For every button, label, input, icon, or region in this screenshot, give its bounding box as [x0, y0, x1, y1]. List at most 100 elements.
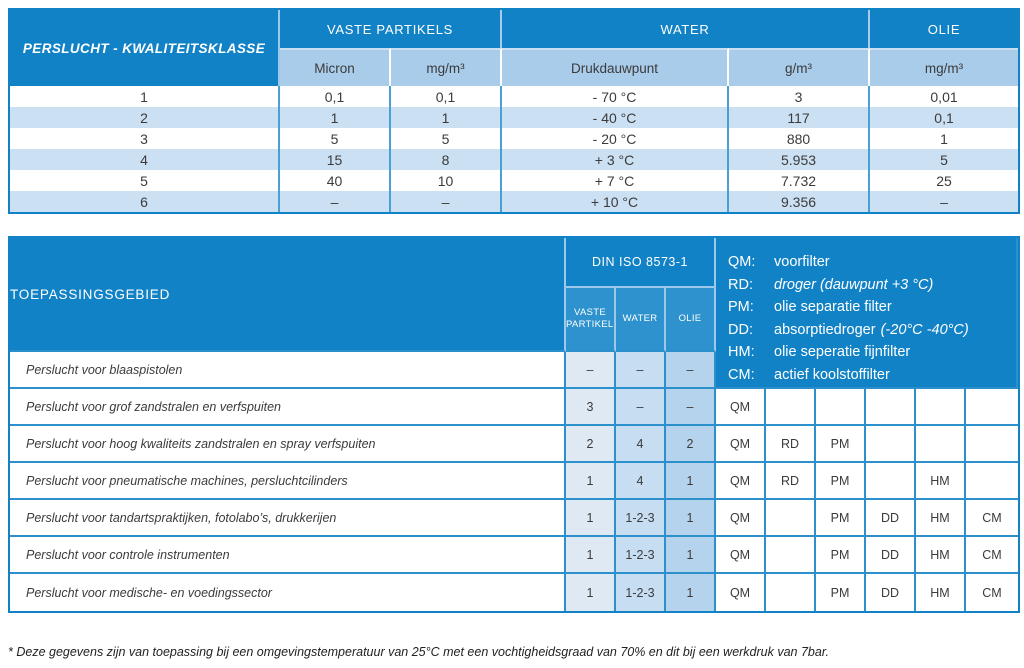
application-label: Perslucht voor tandartspraktijken, fotol…: [10, 500, 566, 537]
application-row: Perslucht voor tandartspraktijken, fotol…: [10, 500, 1019, 537]
quality-table-body: PERSLUCHT - KWALITEITSKLASSE VASTE PARTI…: [10, 10, 1019, 212]
treatment-code-cell: CM: [966, 574, 1019, 611]
footnote: * Deze gegevens zijn van toepassing bij …: [8, 645, 830, 659]
treatment-code-cell: PM: [816, 537, 867, 574]
application-row: Perslucht voor blaaspistolen – – –: [10, 352, 1018, 389]
subheader-drukdauwpunt: Drukdauwpunt: [502, 48, 730, 86]
quality-table-row: 6– – + 10 °C 9.356–: [10, 191, 1019, 212]
quality-table-cell: –: [280, 191, 391, 212]
quality-table-row: 4 15 8 + 3 °C 5.953 5: [10, 149, 1019, 170]
legend-desc: olie seperatie fijnfilter: [774, 344, 911, 360]
quality-table-cell: - 20 °C: [502, 128, 730, 149]
treatment-code-cell: QM: [716, 426, 767, 463]
legend-desc: actief koolstoffilter: [774, 366, 890, 383]
treatment-code-cell: [966, 463, 1019, 500]
quality-table-cell: - 70 °C: [502, 86, 730, 107]
legend-desc: absorptiedroger: [774, 321, 876, 338]
application-table-title: TOEPASSINGSGEBIED: [10, 238, 566, 352]
application-label: Perslucht voor blaaspistolen: [10, 352, 566, 389]
treatment-code-cell: QM: [716, 463, 767, 500]
legend-desc-detail: (-20°C -40°C): [880, 321, 969, 338]
subheader-mg-m3-particles: mg/m³: [391, 48, 503, 86]
din-class-cell: –: [616, 389, 666, 426]
group-header-water: WATER: [502, 10, 871, 48]
quality-table-cell: 117: [729, 107, 871, 128]
din-class-cell: 1: [666, 574, 717, 611]
application-label: Perslucht voor medische- en voedingssect…: [10, 574, 566, 611]
application-table-body: TOEPASSINGSGEBIED DIN ISO 8573-1 QM: voor…: [10, 238, 1019, 611]
din-subheader-row: VASTE PARTIKELS WATER OLIE: [10, 288, 1018, 352]
legend-item: PM: olie separatie filter: [728, 296, 1016, 319]
legend-item: HM: olie seperatie fijnfilter: [728, 341, 1016, 364]
din-class-cell: 1: [566, 574, 616, 611]
din-class-cell: –: [616, 352, 666, 389]
treatment-code-cell: QM: [716, 537, 767, 574]
quality-table-cell: 5: [391, 128, 503, 149]
treatment-code-cell: PM: [816, 463, 867, 500]
quality-table-cell: 3: [729, 86, 871, 107]
din-class-cell: 1: [666, 463, 717, 500]
quality-table-cell: 1: [391, 107, 503, 128]
treatment-code-cell: [916, 426, 967, 463]
quality-table-cell: - 40 °C: [502, 107, 730, 128]
treatment-code-cell: DD: [866, 537, 917, 574]
treatment-code-cell: CM: [966, 500, 1019, 537]
din-subheader-vaste-partikels: VASTE PARTIKELS: [566, 288, 616, 352]
legend-desc: olie separatie filter: [774, 299, 892, 315]
legend-item: CM: actief koolstoffilter: [728, 364, 1016, 387]
treatment-code-cell: PM: [816, 574, 867, 611]
application-table: TOEPASSINGSGEBIED DIN ISO 8573-1 QM: voor…: [8, 236, 1021, 613]
quality-table-cell: 1: [280, 107, 391, 128]
quality-table-cell: 0,1: [391, 86, 503, 107]
din-class-cell: 1: [666, 537, 717, 574]
application-label: Perslucht voor controle instrumenten: [10, 537, 566, 574]
treatment-code-cell: RD: [766, 426, 817, 463]
quality-table-cell: 0,1: [280, 86, 391, 107]
quality-table-cell: 5: [280, 128, 391, 149]
application-label: Perslucht voor grof zandstralen en verfs…: [10, 389, 566, 426]
treatment-code-cell: [916, 389, 967, 426]
legend-code: PM:: [728, 299, 754, 315]
din-iso-header: DIN ISO 8573-1: [566, 238, 717, 288]
quality-table-cell: 4: [10, 149, 280, 170]
application-label: Perslucht voor pneumatische machines, pe…: [10, 463, 566, 500]
quality-table-cell: 3: [10, 128, 280, 149]
quality-table-cell: 10: [391, 170, 503, 191]
din-class-cell: 3: [566, 389, 616, 426]
treatment-code-cell: [766, 537, 817, 574]
din-class-cell: 1: [566, 463, 616, 500]
treatment-code-cell: [766, 500, 817, 537]
din-class-cell: 1: [566, 537, 616, 574]
application-header-row: TOEPASSINGSGEBIED DIN ISO 8573-1 QM: voor…: [10, 238, 1019, 389]
quality-table-cell: 1: [870, 128, 1019, 149]
quality-table-cell: 0,1: [870, 107, 1019, 128]
quality-table-cell: 6: [10, 191, 280, 212]
quality-table-cell: 5: [10, 170, 280, 191]
treatment-code-cell: [866, 463, 917, 500]
din-class-cell: 4: [616, 463, 666, 500]
treatment-code-cell: HM: [916, 574, 967, 611]
quality-subheader-row: Micron mg/m³ Drukdauwpunt g/m³ mg/m³: [10, 48, 1019, 86]
quality-table-cell: –: [391, 191, 503, 212]
treatment-code-cell: QM: [716, 574, 767, 611]
quality-table-cell: 5.953: [729, 149, 871, 170]
quality-table-cell: 25: [870, 170, 1019, 191]
treatment-code-cell: [866, 426, 917, 463]
application-row: Perslucht voor controle instrumenten 1 1-2…: [10, 537, 1019, 574]
treatment-code-cell: [966, 426, 1019, 463]
quality-table-cell: 1: [10, 86, 280, 107]
quality-table-cell: 2: [10, 107, 280, 128]
application-row: Perslucht voor medische- en voedingssect…: [10, 574, 1019, 611]
legend-code: QM:: [728, 254, 756, 270]
quality-table-cell: 9.356: [729, 191, 871, 212]
treatment-code-cell: CM: [966, 537, 1019, 574]
treatment-code-cell: QM: [716, 389, 767, 426]
quality-table-cell: 880: [729, 128, 871, 149]
legend-code: RD:: [728, 276, 753, 293]
legend-item: QM: voorfilter: [728, 251, 1016, 274]
quality-table-cell: + 3 °C: [502, 149, 730, 170]
quality-table: PERSLUCHT - KWALITEITSKLASSE VASTE PARTI…: [8, 8, 1021, 214]
din-class-cell: –: [666, 352, 717, 389]
